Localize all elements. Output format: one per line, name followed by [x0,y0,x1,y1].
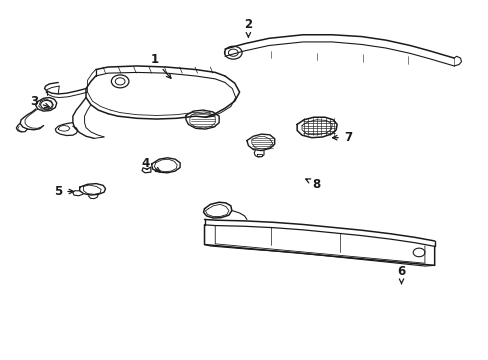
Text: 4: 4 [142,157,160,172]
Text: 5: 5 [54,185,73,198]
Text: 2: 2 [244,18,252,37]
Text: 3: 3 [30,95,49,108]
Text: 1: 1 [150,53,171,78]
Text: 7: 7 [332,131,351,144]
Text: 6: 6 [397,265,405,284]
Text: 8: 8 [305,178,320,191]
